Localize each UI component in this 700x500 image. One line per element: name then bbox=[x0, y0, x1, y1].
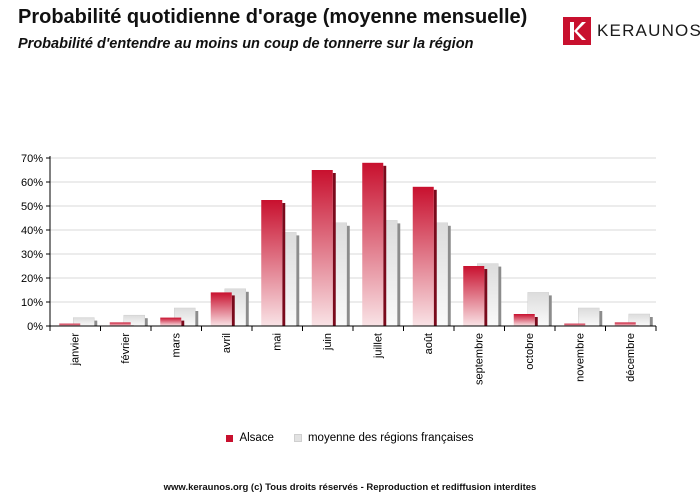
axes: 0% 10% 20% 30% 40% 50% 60% 70% janvier février mar… bbox=[21, 153, 657, 385]
y-tick-label: 10% bbox=[21, 297, 43, 309]
bar-alsace-side-7 bbox=[433, 189, 437, 326]
keraunos-logo[interactable]: KERAUNOS bbox=[563, 17, 700, 45]
x-tick-label-10: novembre bbox=[574, 333, 586, 382]
gridlines bbox=[50, 157, 656, 303]
legend-item-france: moyenne des régions françaises bbox=[293, 432, 474, 444]
bar-chart: 0% 10% 20% 30% 40% 50% 60% 70% janvier février mar… bbox=[21, 153, 657, 385]
logo-text: KERAUNOS bbox=[597, 21, 700, 40]
bar-france-side-0 bbox=[94, 320, 98, 326]
x-tick-label-1: février bbox=[120, 333, 132, 364]
bar-alsace-3 bbox=[210, 292, 232, 326]
legend: Alsace moyenne des régions françaises bbox=[0, 432, 700, 444]
x-tick-label-5: juin bbox=[322, 333, 334, 351]
x-tick-label-2: mars bbox=[170, 333, 182, 358]
bar-alsace-1 bbox=[109, 322, 131, 326]
bar-france-side-8 bbox=[498, 266, 502, 326]
x-tick-label-3: avril bbox=[221, 333, 233, 353]
y-tick-label: 40% bbox=[21, 225, 43, 237]
bar-france-side-10 bbox=[599, 311, 603, 326]
bar-france-side-9 bbox=[548, 295, 552, 326]
x-tick-label-11: décembre bbox=[625, 333, 637, 382]
legend-label-france: moyenne des régions françaises bbox=[307, 432, 474, 444]
chart-title: Probabilité quotidienne d'orage (moyenne… bbox=[18, 6, 528, 28]
bar-alsace-6 bbox=[362, 162, 384, 326]
bar-alsace-side-6 bbox=[383, 165, 387, 326]
x-tick-label-6: juillet bbox=[372, 333, 384, 359]
bar-france-side-6 bbox=[397, 223, 401, 326]
bar-france-side-2 bbox=[195, 311, 199, 326]
bar-france-side-4 bbox=[296, 235, 300, 326]
bar-alsace-side-2 bbox=[181, 320, 185, 326]
x-tick-label-7: août bbox=[423, 333, 435, 354]
legend-label-alsace: Alsace bbox=[239, 432, 274, 444]
x-tick-label-9: octobre bbox=[524, 333, 536, 370]
bar-alsace-2 bbox=[160, 317, 182, 326]
bar-alsace-11 bbox=[614, 322, 636, 326]
y-tick-label: 60% bbox=[21, 177, 43, 189]
bar-france-side-1 bbox=[144, 318, 148, 326]
chart-subtitle: Probabilité d'entendre au moins un coup … bbox=[18, 36, 474, 52]
bar-alsace-8 bbox=[463, 266, 485, 326]
y-tick-label: 0% bbox=[27, 321, 43, 333]
bar-alsace-10 bbox=[564, 323, 586, 326]
keraunos-k-logo-icon bbox=[563, 17, 591, 45]
bar-alsace-side-9 bbox=[534, 317, 538, 326]
bar-france-10 bbox=[578, 307, 600, 327]
y-tick-label: 50% bbox=[21, 201, 43, 213]
bar-alsace-9 bbox=[513, 314, 535, 326]
x-tick-label-4: mai bbox=[271, 333, 283, 351]
legend-swatch-france bbox=[293, 434, 302, 442]
y-tick-label: 20% bbox=[21, 273, 43, 285]
bar-france-side-11 bbox=[649, 317, 653, 326]
bar-france-side-3 bbox=[245, 291, 249, 326]
bar-alsace-side-8 bbox=[484, 269, 488, 326]
footer-copyright: www.keraunos.org (c) Tous droits réservé… bbox=[163, 482, 537, 493]
bar-france-side-5 bbox=[346, 225, 350, 326]
x-tick-label-0: janvier bbox=[69, 333, 81, 367]
bar-alsace-0 bbox=[59, 323, 81, 326]
y-tick-label: 70% bbox=[21, 153, 43, 165]
bar-alsace-7 bbox=[412, 186, 434, 326]
bar-alsace-side-5 bbox=[332, 173, 336, 326]
legend-item-alsace: Alsace bbox=[226, 432, 274, 444]
y-tick-label: 30% bbox=[21, 249, 43, 261]
bar-france-side-7 bbox=[447, 225, 451, 326]
bar-alsace-4 bbox=[261, 200, 283, 326]
bar-alsace-side-3 bbox=[231, 295, 235, 326]
bar-alsace-side-4 bbox=[282, 203, 286, 326]
bars bbox=[59, 162, 653, 327]
legend-swatch-alsace bbox=[226, 434, 234, 442]
bar-alsace-5 bbox=[311, 170, 333, 326]
x-tick-label-8: septembre bbox=[473, 333, 485, 385]
